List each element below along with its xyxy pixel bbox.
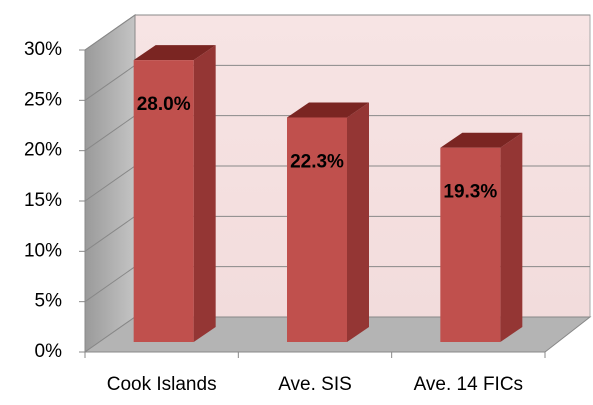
bar-side bbox=[500, 132, 523, 342]
grid-line bbox=[84, 115, 136, 152]
y-tick-label: 30% bbox=[24, 39, 62, 60]
bar-top bbox=[287, 102, 369, 118]
y-tick-label: 0% bbox=[35, 341, 63, 362]
y-tick-label: 20% bbox=[24, 140, 62, 161]
bar-side bbox=[347, 102, 369, 342]
x-tick-label: Ave. 14 FICs bbox=[414, 374, 523, 395]
bar bbox=[133, 60, 194, 343]
value-label: 28.0% bbox=[137, 94, 191, 115]
y-tick-label: 25% bbox=[24, 89, 62, 110]
y-tick-label: 15% bbox=[24, 190, 62, 211]
x-tick-label: Cook Islands bbox=[107, 374, 217, 395]
value-label: 22.3% bbox=[290, 152, 344, 173]
bar bbox=[287, 117, 347, 342]
value-label: 19.3% bbox=[443, 182, 497, 203]
grid-line bbox=[84, 165, 136, 202]
bar bbox=[440, 147, 501, 342]
grid-line bbox=[84, 64, 136, 101]
bar-side bbox=[193, 45, 216, 343]
grid-line bbox=[84, 215, 136, 252]
grid-line bbox=[84, 266, 136, 303]
x-tick-label: Ave. SIS bbox=[278, 374, 352, 395]
y-tick-label: 5% bbox=[35, 291, 63, 312]
y-tick-label: 10% bbox=[24, 240, 62, 261]
grid-line bbox=[84, 14, 136, 51]
bar-top bbox=[440, 132, 523, 148]
bar-top bbox=[133, 45, 216, 61]
